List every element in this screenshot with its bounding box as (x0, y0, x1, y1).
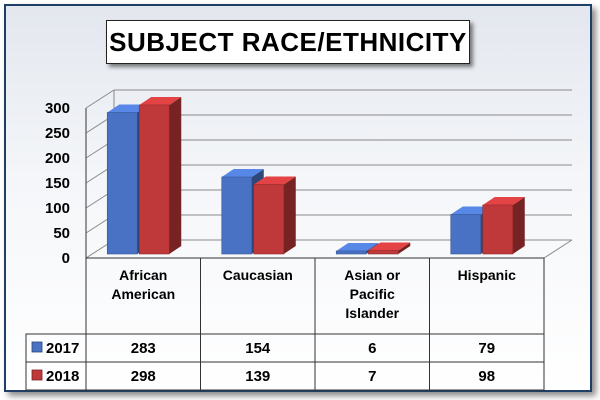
y-tick-label-0: 0 (62, 250, 70, 267)
category-label-0-1: American (111, 286, 175, 302)
bar-side-2018-0 (169, 97, 182, 254)
bar-top-2017-2 (336, 243, 379, 251)
category-label-2-1: Pacific (350, 286, 395, 302)
bar-side-2018-3 (512, 197, 525, 254)
legend-label-2017: 2017 (46, 340, 79, 357)
bar-front-2018-3 (482, 204, 514, 255)
chart-title: SUBJECT RACE/ETHNICITY (106, 20, 470, 64)
legend-2017: 2017 (31, 340, 79, 357)
data-label-2018-1: 139 (245, 368, 270, 385)
y-tick-label-6: 300 (45, 100, 70, 117)
data-label-2017-2: 6 (368, 340, 376, 357)
bar-side-2018-1 (283, 176, 296, 254)
y-tick-label-2: 100 (45, 200, 70, 217)
legend-label-2018: 2018 (46, 368, 79, 385)
bar-2018-0 (138, 97, 182, 255)
bar-top-2017-0 (107, 104, 150, 113)
category-label-2-2: Islander (345, 305, 399, 321)
bar-top-2018-0 (139, 97, 182, 105)
category-label-1-0: Caucasian (223, 267, 293, 283)
data-label-2017-3: 79 (478, 340, 495, 357)
bar-2018-1 (253, 176, 296, 255)
data-label-2018-2: 7 (368, 368, 376, 385)
y-tick-label-5: 250 (45, 125, 70, 142)
category-label-2-0: Asian or (344, 267, 401, 283)
legend-2018: 2018 (31, 368, 79, 385)
gridline-side-6 (85, 89, 115, 109)
legend-swatch-2017 (31, 341, 43, 353)
y-tick-label-1: 50 (53, 225, 70, 242)
bar-2018-2 (367, 242, 411, 255)
bar-top-2017-3 (450, 206, 493, 215)
bar-front-2017-3 (450, 214, 482, 255)
bar-top-2018-2 (368, 242, 411, 251)
y-tick-label-4: 200 (45, 150, 70, 167)
bar-top-2017-1 (221, 169, 264, 177)
bar-top-2018-1 (253, 176, 296, 185)
bar-front-2017-1 (221, 176, 253, 255)
bar-top-2018-3 (482, 197, 525, 205)
data-label-2018-0: 298 (131, 368, 156, 385)
bar-front-2018-2 (367, 250, 399, 255)
bar-front-2017-0 (106, 112, 138, 255)
bar-front-2017-2 (335, 250, 367, 255)
category-label-0-0: African (119, 267, 167, 283)
bar-side-2018-2 (398, 242, 411, 254)
bar-front-2018-0 (138, 104, 170, 255)
y-tick-label-3: 150 (45, 175, 70, 192)
data-label-2018-3: 98 (478, 368, 495, 385)
category-label-3-0: Hispanic (458, 267, 517, 283)
data-label-2017-0: 283 (131, 340, 156, 357)
legend-swatch-2018 (31, 369, 43, 381)
bar-2018-3 (482, 197, 525, 255)
floor-edge-right (543, 239, 573, 259)
bar-front-2018-1 (253, 184, 285, 255)
data-label-2017-1: 154 (245, 340, 271, 357)
